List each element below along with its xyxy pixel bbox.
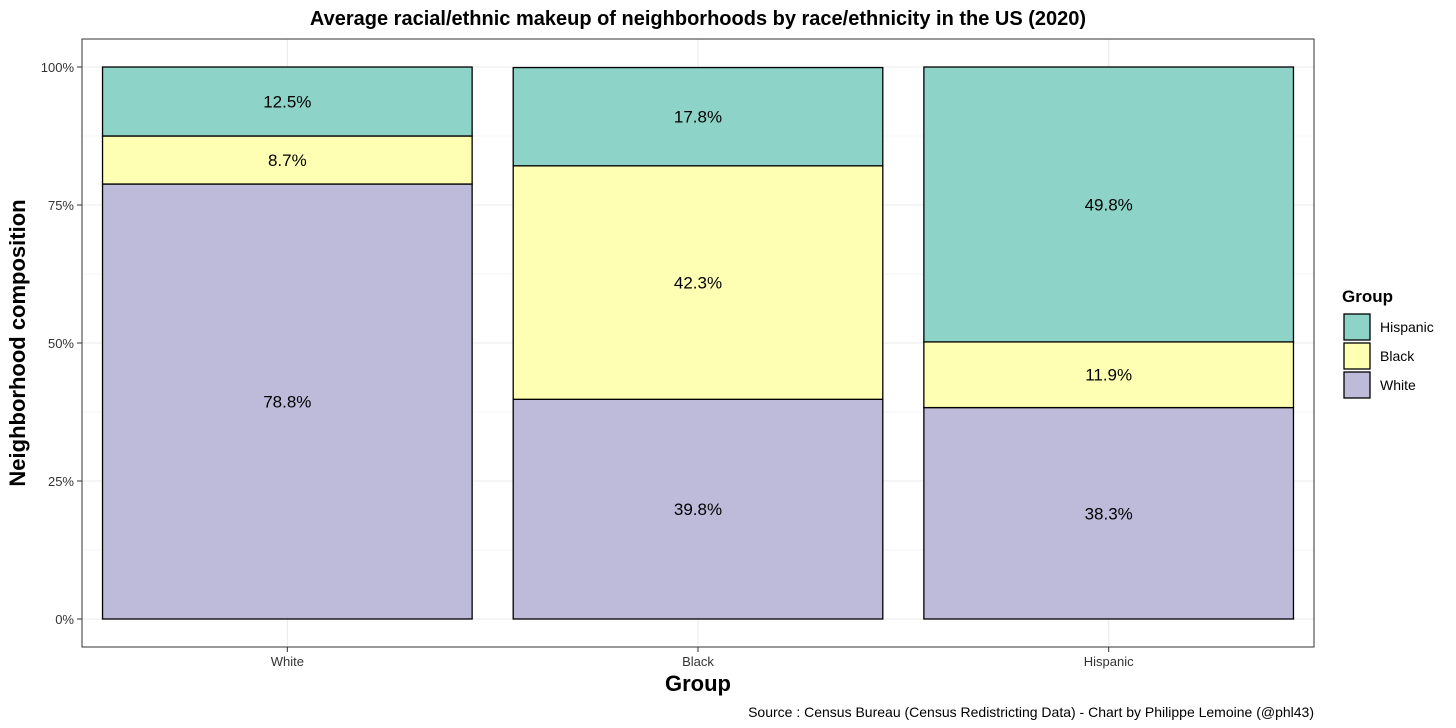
data-label: 39.8% — [674, 500, 722, 519]
legend-key-black — [1343, 342, 1371, 370]
x-axis-title: Group — [665, 671, 731, 696]
bar-segment-white-black — [101, 135, 473, 185]
y-tick-label: 0% — [55, 612, 74, 627]
data-label: 38.3% — [1085, 504, 1133, 523]
bar-segment-white-white — [101, 183, 473, 620]
x-tick-label: Black — [682, 654, 714, 669]
data-label: 8.7% — [268, 151, 307, 170]
legend: Group Hispanic Black White — [1342, 287, 1434, 399]
data-label: 49.8% — [1085, 195, 1133, 214]
legend-title: Group — [1342, 287, 1393, 306]
x-tick-label: Hispanic — [1084, 654, 1134, 669]
data-label: 12.5% — [263, 93, 311, 112]
bar-segment-white-hispanic — [101, 66, 473, 137]
y-axis-title: Neighborhood composition — [5, 199, 30, 486]
bar-segment-black-white — [512, 398, 884, 620]
bars: 78.8% 8.7% 12.5% 39.8% 42.3% 17.8% 38.3% 11.9% 4… — [101, 66, 1295, 620]
data-label: 11.9% — [1085, 366, 1132, 385]
bar-segment-hispanic-hispanic — [923, 66, 1295, 343]
bar-segment-hispanic-black — [923, 341, 1295, 409]
data-label: 42.3% — [674, 274, 722, 293]
y-axis: 0% 25% 50% 75% 100% — [41, 60, 82, 627]
x-tick-label: White — [271, 654, 304, 669]
legend-label: Black — [1380, 348, 1415, 364]
y-tick-label: 75% — [48, 198, 74, 213]
y-tick-label: 50% — [48, 336, 74, 351]
data-label: 17.8% — [674, 108, 722, 127]
data-label: 78.8% — [263, 393, 311, 412]
chart-title: Average racial/ethnic makeup of neighbor… — [310, 8, 1086, 30]
chart-caption: Source : Census Bureau (Census Redistric… — [748, 704, 1314, 720]
y-tick-label: 100% — [41, 60, 75, 75]
y-tick-label: 25% — [48, 474, 74, 489]
legend-label: White — [1380, 377, 1416, 393]
legend-key-white — [1343, 371, 1371, 399]
legend-key-hispanic — [1343, 313, 1371, 341]
bar-segment-black-hispanic — [512, 66, 884, 167]
legend-label: Hispanic — [1380, 319, 1434, 335]
x-axis: White Black Hispanic — [271, 647, 1134, 669]
bar-segment-black-black — [512, 165, 884, 400]
